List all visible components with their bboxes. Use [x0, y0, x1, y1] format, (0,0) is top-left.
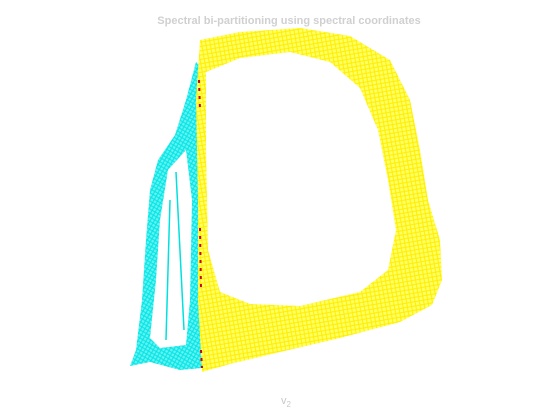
cyan-strand: [165, 171, 185, 341]
title: Spectral bi-partitioning using spectral …: [157, 15, 420, 27]
x-label-base: v: [281, 395, 287, 407]
yellow-partition: [196, 28, 442, 372]
x-label: v2: [281, 395, 292, 409]
cut-boundary: [198, 79, 203, 369]
cyan-partition: [130, 62, 204, 370]
x-label-subscript: 2: [287, 400, 292, 409]
